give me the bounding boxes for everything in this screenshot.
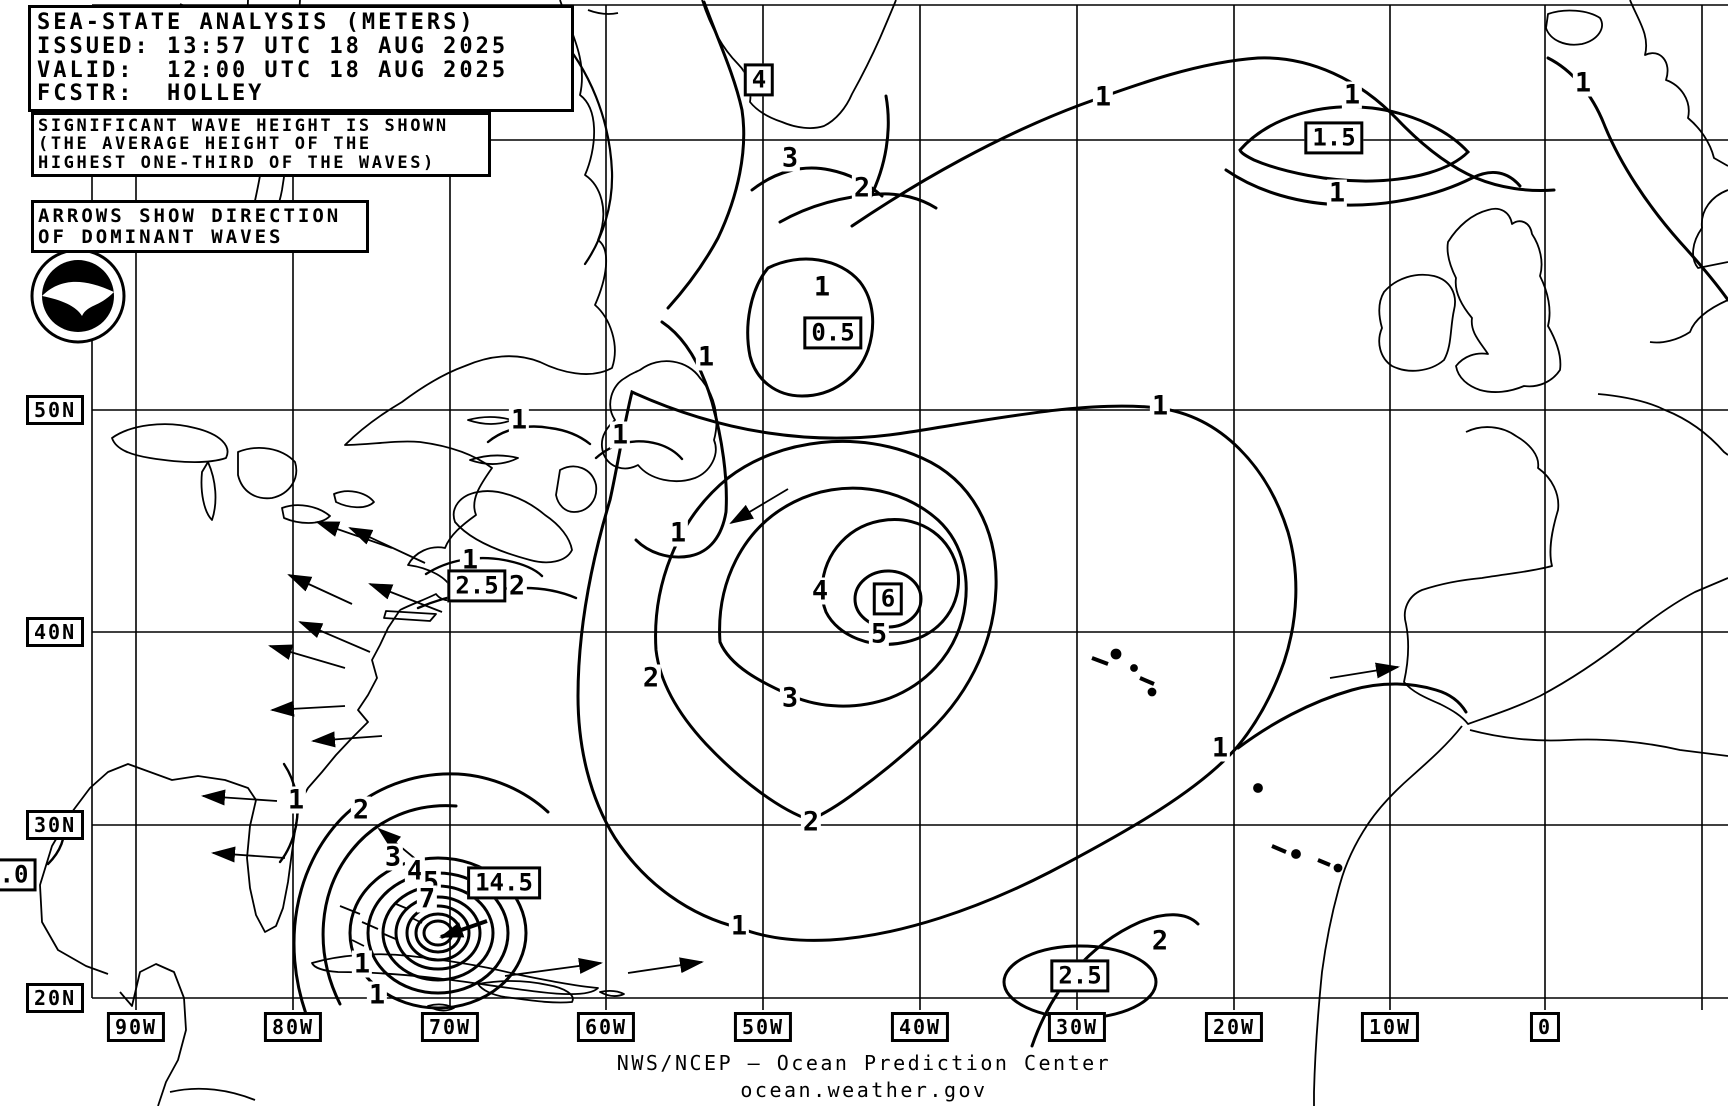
contour-label: 7	[416, 883, 438, 915]
latitude-label: 30N	[26, 810, 85, 840]
wave-arrow	[627, 957, 704, 974]
boxed-contour-label: 4	[743, 63, 775, 97]
contour-label: 1	[351, 948, 373, 980]
title-block: SEA-STATE ANALYSIS (METERS) ISSUED: 13:5…	[28, 5, 574, 112]
boxed-contour-label: 14.5	[467, 866, 541, 900]
contour-label: 1	[459, 544, 481, 576]
contour-label: 1	[285, 784, 307, 816]
contour-label: 3	[779, 682, 801, 714]
longitude-label: 90W	[106, 1012, 166, 1042]
contour-label: 1	[1209, 732, 1231, 764]
issued-line: ISSUED: 13:57 UTC 18 AUG 2025	[37, 33, 509, 59]
longitude-label: 30W	[1047, 1012, 1107, 1042]
footer-agency: NWS/NCEP — Ocean Prediction Center	[616, 1051, 1112, 1075]
contour-label: 1	[609, 419, 631, 451]
wave-arrow	[211, 846, 286, 863]
contour-label: 5	[868, 618, 890, 650]
contour-label: 2	[640, 662, 662, 694]
valid-line: VALID: 12:00 UTC 18 AUG 2025	[37, 57, 509, 83]
contour-label: 1	[366, 979, 388, 1011]
boxed-contour-label: 1.5	[1304, 121, 1364, 155]
contour-label: 2	[851, 172, 873, 204]
wave-arrow	[504, 958, 603, 977]
latitude-label: 50N	[26, 395, 85, 425]
contour-label: 2	[350, 794, 372, 826]
wave-arrow	[270, 700, 346, 717]
noaa-logo-text: NOAA	[62, 267, 93, 282]
longitude-label: 0	[1529, 1012, 1561, 1042]
contour-label: 1	[667, 517, 689, 549]
contour-label: 1	[728, 910, 750, 942]
contour-label: 1	[1572, 67, 1594, 99]
arrow-direction-note: ARROWS SHOW DIRECTION OF DOMINANT WAVES	[31, 200, 369, 254]
longitude-label: 10W	[1360, 1012, 1420, 1042]
contour-label: 2	[800, 806, 822, 838]
island-dots	[1091, 648, 1343, 873]
contour-label: 4	[404, 855, 426, 887]
contour-label: 1	[508, 404, 530, 436]
wave-arrow	[311, 731, 383, 748]
footer: NWS/NCEP — Ocean Prediction Center ocean…	[0, 1050, 1728, 1104]
chart-title: SEA-STATE ANALYSIS (METERS)	[37, 10, 476, 35]
boxed-contour-label: .0	[0, 858, 37, 892]
contour-label: 3	[382, 841, 404, 873]
contour-label: 1	[695, 341, 717, 373]
longitude-label: 80W	[263, 1012, 323, 1042]
wave-arrow	[729, 488, 789, 525]
wave-height-note: SIGNIFICANT WAVE HEIGHT IS SHOWN (THE AV…	[31, 112, 491, 178]
contour-label: 1	[1149, 390, 1171, 422]
contour-label: 1	[1341, 79, 1363, 111]
longitude-label: 60W	[576, 1012, 636, 1042]
wave-arrow	[298, 621, 371, 653]
footer-url: ocean.weather.gov	[740, 1078, 988, 1102]
wave-arrow	[368, 583, 443, 613]
wave-arrow	[315, 521, 393, 549]
contour-label: 2	[1149, 925, 1171, 957]
latitude-label: 40N	[26, 617, 85, 647]
contour-label: 2	[506, 570, 528, 602]
boxed-contour-label: 6	[872, 582, 904, 616]
longitude-label: 50W	[733, 1012, 793, 1042]
contour-label: 1	[1092, 81, 1114, 113]
wave-arrow	[201, 789, 278, 806]
wave-arrow	[1329, 662, 1400, 679]
boxed-contour-label: 2.5	[1050, 959, 1110, 993]
latitude-label: 20N	[26, 983, 85, 1013]
forecaster-line: FCSTR: HOLLEY	[37, 81, 265, 107]
boxed-contour-label: 2.5	[447, 569, 507, 603]
contour-label: 3	[779, 142, 801, 174]
wave-arrow	[348, 527, 426, 564]
noaa-logo: NOAA	[30, 248, 126, 344]
longitude-label: 20W	[1204, 1012, 1264, 1042]
longitude-label: 70W	[420, 1012, 480, 1042]
wave-arrow	[439, 919, 488, 939]
wave-arrow	[268, 644, 346, 669]
longitude-label: 40W	[890, 1012, 950, 1042]
wave-arrow	[287, 574, 353, 605]
boxed-contour-label: 0.5	[803, 316, 863, 350]
contour-label: 1	[1326, 177, 1348, 209]
contour-label: 4	[809, 575, 831, 607]
contour-label: 1	[811, 271, 833, 303]
